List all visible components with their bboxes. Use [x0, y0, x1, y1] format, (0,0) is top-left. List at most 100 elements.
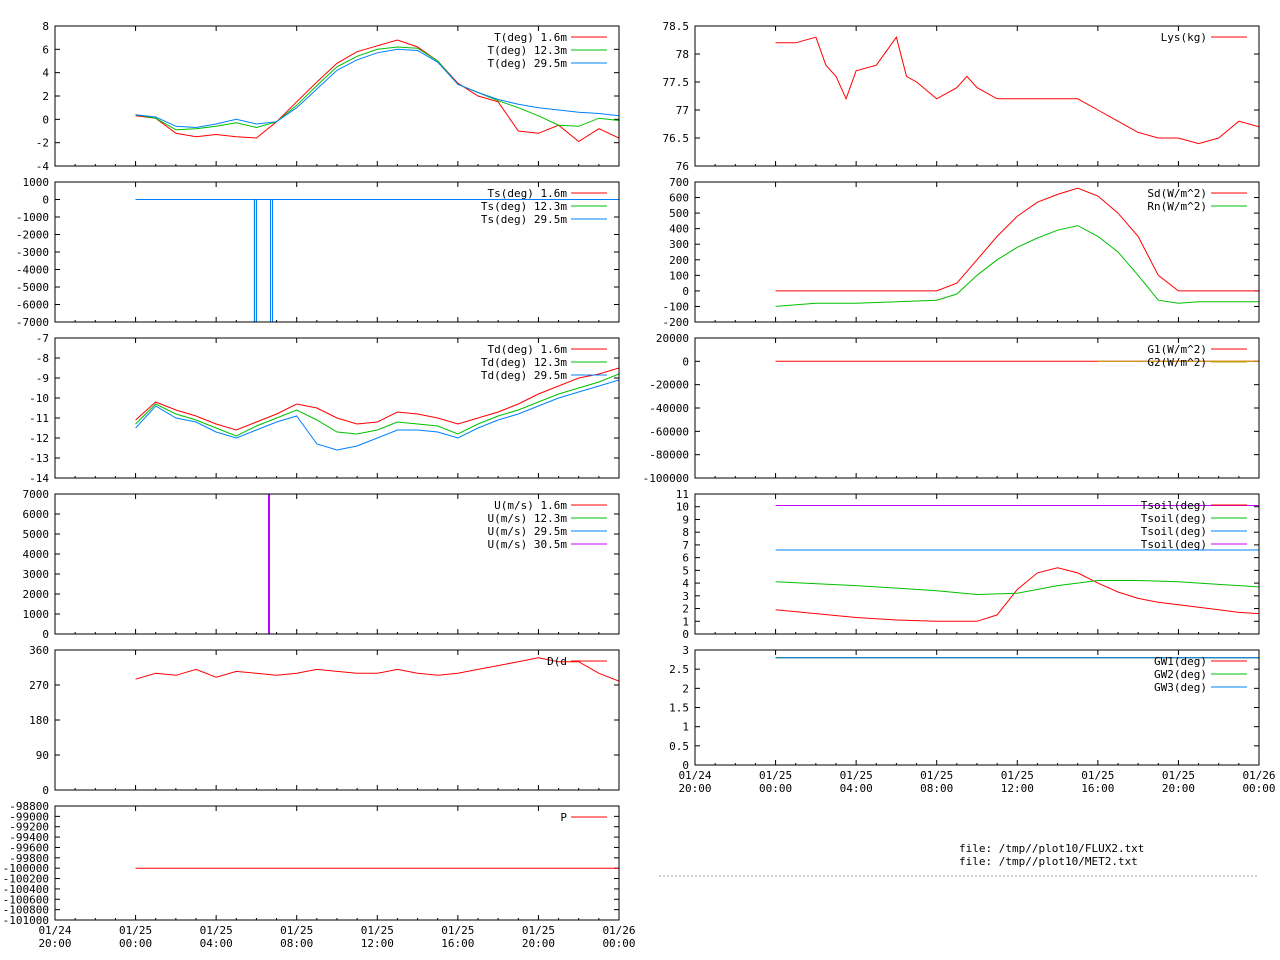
series-line-radiation-0: [775, 187, 1259, 292]
y-tick-label: 0: [682, 355, 689, 368]
y-tick-label: 700: [669, 176, 689, 189]
panel-wind-speed: 0 1000 2000 3000 4000 5000 6000 7000 U(m/s) 1.6m…: [23, 488, 620, 641]
panel-dewpoint: -14-13-12-11-10-9-8-7Td(deg) 1.6mTd(deg)…: [29, 332, 620, 485]
y-tick-label: 2: [682, 682, 689, 695]
x-tick-label: 01/25 20:00: [1162, 769, 1195, 795]
legend-label: Ts(deg) 1.6m: [488, 187, 568, 200]
series-line-lysimeter-0: [775, 36, 1259, 145]
y-tick-label: -4: [36, 160, 50, 173]
series-line-soil-temperature-0: [775, 567, 1259, 622]
y-tick-label: 7: [682, 539, 689, 552]
legend-label: Td(deg) 29.5m: [481, 369, 567, 382]
y-tick-label: 180: [29, 714, 49, 727]
series-line-wind-direction-0: [135, 657, 619, 682]
file-note: file: /tmp//plot10/FLUX2.txt: [959, 842, 1144, 855]
plot-frame: [54, 181, 620, 323]
y-tick-label: -10: [29, 392, 49, 405]
panel-pressure: -101000-100800-100600-100400-100200-1000…: [3, 800, 636, 950]
y-tick-label: -40000: [649, 402, 689, 415]
panel-soil-temperature: 01234567891011Tsoil(deg)Tsoil(deg)Tsoil(…: [676, 488, 1260, 641]
panel-ground-water: 0 0.5 1 1.5 2 2.5 3 01/24 20:00 01/25 00:00 01/25 04…: [669, 644, 1275, 795]
y-tick-label: 4: [42, 67, 49, 80]
y-tick-label: -2000: [16, 229, 49, 242]
y-tick-label: -99200: [9, 821, 49, 834]
legend-label: Td(deg) 12.3m: [481, 356, 567, 369]
y-tick-label: -7: [36, 332, 49, 345]
x-tick-label: 01/25 12:00: [1001, 769, 1034, 795]
y-tick-label: 6000: [23, 508, 50, 521]
y-tick-label: -6000: [16, 299, 49, 312]
y-tick-label: 1000: [23, 176, 50, 189]
y-tick-label: 10: [676, 501, 689, 514]
y-tick-label: 8: [42, 20, 49, 33]
x-tick-label: 01/26 00:00: [1242, 769, 1275, 795]
legend-label: G2(W/m^2): [1147, 356, 1207, 369]
y-tick-label: -100800: [3, 904, 49, 917]
series-line-radiation-1: [775, 225, 1259, 307]
plot-frame: [54, 337, 620, 479]
y-tick-label: -100200: [3, 873, 49, 886]
legend-label: GW3(deg): [1154, 681, 1207, 694]
y-tick-label: -99000: [9, 810, 49, 823]
y-tick-label: -60000: [649, 425, 689, 438]
y-tick-label: 100: [669, 269, 689, 282]
legend-label: Rn(W/m^2): [1147, 200, 1207, 213]
series-line-temperature-0: [135, 39, 619, 143]
y-tick-label: 2.5: [669, 663, 689, 676]
plot-frame: [694, 181, 1260, 323]
y-tick-label: -5000: [16, 281, 49, 294]
x-tick-label: 01/25 08:00: [280, 924, 313, 950]
y-tick-label: -8: [36, 352, 49, 365]
legend-label: Tsoil(deg): [1141, 512, 1207, 525]
y-tick-label: -7000: [16, 316, 49, 329]
series-line-soil-temperature-1: [775, 580, 1259, 596]
legend-label: G1(W/m^2): [1147, 343, 1207, 356]
y-tick-label: 3000: [23, 568, 50, 581]
y-tick-label: 0: [42, 194, 49, 207]
y-tick-label: -13: [29, 452, 49, 465]
panel-temperature: -4 -2 0 2 4 6 8 T(deg) 1.6mT(deg) 12.3mT(deg) 2…: [36, 20, 620, 173]
panel-radiation: -200 -100 0 100 200 300 400 500 600 700 Sd(W/m^2)R…: [663, 176, 1260, 329]
series-line-surface-temperature-2: [135, 199, 619, 322]
legend-label: GW2(deg): [1154, 668, 1207, 681]
y-tick-label: 400: [669, 223, 689, 236]
panel-wind-direction: 0 90 180 270 360 D(d: [29, 644, 620, 797]
legend-label: Sd(W/m^2): [1147, 187, 1207, 200]
legend-label: D(d: [547, 655, 567, 668]
y-tick-label: 78.5: [663, 20, 690, 33]
y-tick-label: -100600: [3, 893, 49, 906]
legend-label: T(deg) 29.5m: [488, 57, 568, 70]
y-tick-label: 1: [682, 615, 689, 628]
y-tick-label: -200: [663, 316, 690, 329]
y-tick-label: 6: [682, 552, 689, 565]
plot-frame: [694, 337, 1260, 479]
plot-frame: [54, 805, 620, 921]
panel-surface-temperature: -7000 -6000 -5000 -4000 -3000 -2000 -1000 0 1000…: [16, 176, 620, 329]
x-tick-label: 01/25 04:00: [200, 924, 233, 950]
y-tick-label: 0: [42, 784, 49, 797]
y-tick-label: 76.5: [663, 132, 690, 145]
y-tick-label: 2: [682, 603, 689, 616]
y-tick-label: -100400: [3, 883, 49, 896]
y-tick-label: 2000: [23, 588, 50, 601]
y-tick-label: 9: [682, 513, 689, 526]
y-tick-label: 2: [42, 90, 49, 103]
legend-label: U(m/s) 12.3m: [488, 512, 568, 525]
y-tick-label: 3: [682, 644, 689, 657]
y-tick-label: 90: [36, 749, 49, 762]
y-tick-label: -2: [36, 137, 49, 150]
y-tick-label: -99400: [9, 831, 49, 844]
y-tick-label: 1.5: [669, 702, 689, 715]
y-tick-label: -14: [29, 472, 49, 485]
y-tick-label: 500: [669, 207, 689, 220]
legend-label: P: [560, 811, 567, 824]
y-tick-label: 270: [29, 679, 49, 692]
legend-label: Tsoil(deg): [1141, 525, 1207, 538]
y-tick-label: 0.5: [669, 740, 689, 753]
file-note: file: /tmp//plot10/MET2.txt: [959, 855, 1138, 868]
x-tick-label: 01/24 20:00: [38, 924, 71, 950]
x-tick-label: 01/26 00:00: [602, 924, 635, 950]
x-tick-label: 01/25 20:00: [522, 924, 555, 950]
y-tick-label: 360: [29, 644, 49, 657]
